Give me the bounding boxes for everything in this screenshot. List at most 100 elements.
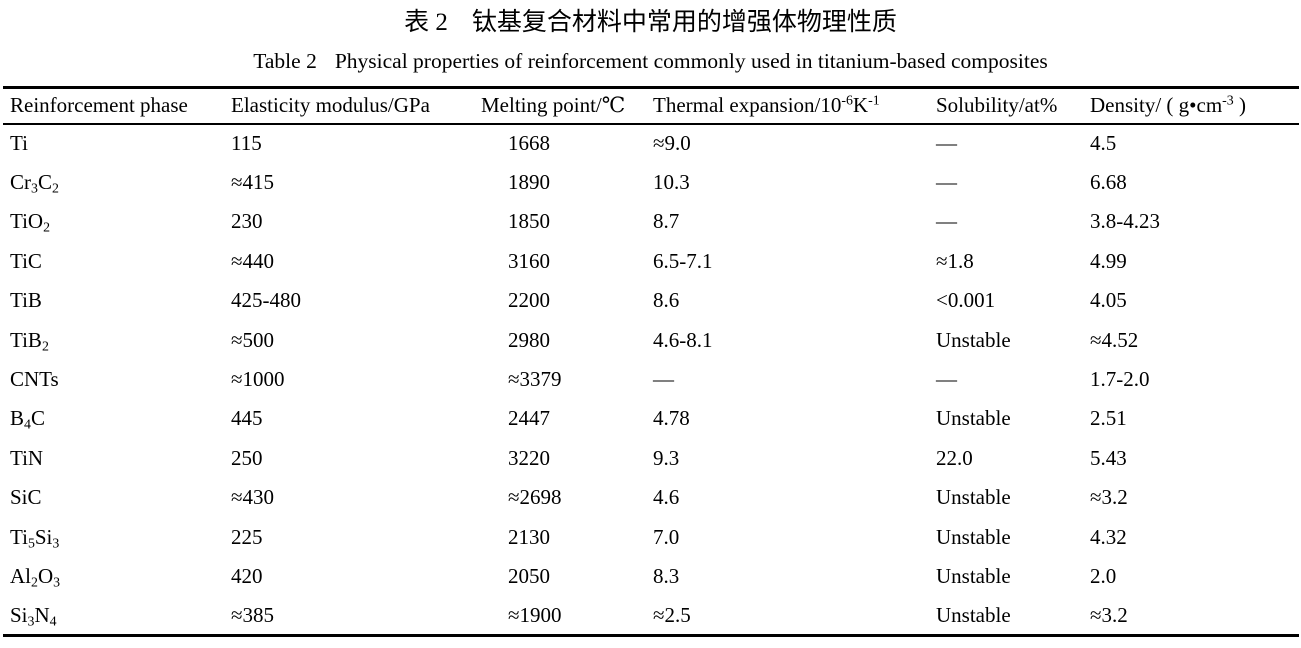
table-row: SiC ≈430 ≈2698 4.6 Unstable ≈3.2 [3,478,1299,517]
cell-melting: ≈3379 [508,367,562,392]
cell-solubility: Unstable [936,602,1011,627]
cell-density: 4.5 [1090,131,1117,156]
cell-thermal: 8.3 [653,563,680,588]
cell-density: 6.68 [1090,170,1127,195]
cell-solubility: ≈1.8 [936,248,974,273]
cell-density: 4.05 [1090,288,1127,313]
cell-solubility: — [936,170,957,195]
cell-density: ≈4.52 [1090,327,1139,352]
cell-solubility: Unstable [936,327,1011,352]
column-header-solubility: Solubility/at% [936,93,1058,118]
cell-melting: 3220 [508,445,550,470]
cell-melting: 3160 [508,248,550,273]
cell-thermal: — [653,367,674,392]
cell-density: 2.0 [1090,563,1117,588]
cell-thermal: 9.3 [653,445,680,470]
cell-phase: TiO2 [10,209,51,235]
cell-phase: Si3N4 [10,602,57,629]
cell-thermal: 4.6-8.1 [653,327,713,352]
cell-melting: ≈1900 [508,602,562,627]
header-row: Reinforcement phase Elasticity modulus/GP… [3,88,1299,124]
cell-melting: 2200 [508,288,550,313]
column-header-elasticity: Elasticity modulus/GPa [231,93,430,118]
cell-melting: ≈2698 [508,485,562,510]
cell-solubility: Unstable [936,563,1011,588]
table-row: Ti 115 1668 ≈9.0 — 4.5 [3,124,1299,163]
cell-melting: 2980 [508,327,550,352]
cell-thermal: 8.7 [653,209,680,234]
cell-density: ≈3.2 [1090,602,1128,627]
cell-density: 1.7-2.0 [1090,367,1150,392]
table-caption-zh-label: 表 2 [404,9,448,36]
cell-density: ≈3.2 [1090,485,1128,510]
cell-phase: TiN [10,445,44,470]
cell-elasticity: 225 [231,524,263,549]
table-caption-zh-title: 钛基复合材料中常用的增强体物理性质 [471,9,897,36]
table-caption-zh: 表 2 钛基复合材料中常用的增强体物理性质 [0,0,1301,41]
properties-table: Reinforcement phase Elasticity modulus/GP… [3,86,1299,638]
cell-melting: 1890 [508,170,550,195]
table-row: TiB2 ≈500 2980 4.6-8.1 Unstable ≈4.52 [3,320,1299,359]
cell-melting: 2447 [508,406,550,431]
table-row: Cr3C2 ≈415 1890 10.3 — 6.68 [3,163,1299,202]
column-header-density: Density/ ( g•cm-3 ) [1090,92,1246,118]
table-row: Ti5Si3 225 2130 7.0 Unstable 4.32 [3,517,1299,556]
cell-density: 5.43 [1090,445,1127,470]
table-row: TiC ≈440 3160 6.5-7.1 ≈1.8 4.99 [3,242,1299,281]
cell-thermal: ≈9.0 [653,131,691,156]
cell-density: 2.51 [1090,406,1127,431]
cell-solubility: <0.001 [936,288,996,313]
table-caption-en-title: Physical properties of reinforcement com… [334,49,1048,73]
cell-elasticity: ≈385 [231,602,275,627]
cell-solubility: — [936,367,957,392]
cell-solubility: Unstable [936,485,1011,510]
cell-solubility: — [936,209,957,234]
cell-phase: Ti [10,131,28,156]
cell-elasticity: 115 [231,131,262,156]
column-header-melting: Melting point/℃ [481,93,626,118]
cell-solubility: — [936,131,957,156]
cell-phase: B4C [10,406,45,432]
cell-elasticity: ≈415 [231,170,275,195]
cell-elasticity: 230 [231,209,263,234]
cell-melting: 2050 [508,563,550,588]
cell-solubility: Unstable [936,524,1011,549]
table-body: Ti 115 1668 ≈9.0 — 4.5 Cr3C2 ≈415 1890 10.3 — 6.68 T… [3,124,1299,636]
table-row: Al2O3 420 2050 8.3 Unstable 2.0 [3,557,1299,596]
cell-phase: TiB2 [10,327,49,354]
cell-phase: TiC [10,248,42,273]
cell-thermal: 8.6 [653,288,680,313]
cell-solubility: 22.0 [936,445,973,470]
cell-phase: TiB [10,288,42,313]
cell-phase: SiC [10,485,42,510]
cell-density: 4.99 [1090,248,1127,273]
table-row: CNTs ≈1000 ≈3379 — — 1.7-2.0 [3,360,1299,399]
cell-density: 4.32 [1090,524,1127,549]
table-caption-en-label: Table 2 [253,49,317,73]
cell-elasticity: 250 [231,445,263,470]
table-row: B4C 445 2447 4.78 Unstable 2.51 [3,399,1299,438]
table-row: TiB 425-480 2200 8.6 <0.001 4.05 [3,281,1299,320]
cell-phase: Ti5Si3 [10,524,60,551]
cell-elasticity: ≈500 [231,327,275,352]
cell-elasticity: 420 [231,563,263,588]
cell-elasticity: 445 [231,406,263,431]
cell-melting: 1668 [508,131,550,156]
cell-thermal: 4.6 [653,485,680,510]
cell-thermal: 10.3 [653,170,690,195]
cell-thermal: 7.0 [653,524,680,549]
column-header-phase: Reinforcement phase [10,93,188,118]
cell-elasticity: ≈440 [231,248,275,273]
table-caption-en: Table 2 Physical properties of reinforcem… [0,46,1301,76]
cell-elasticity: ≈1000 [231,367,285,392]
cell-melting: 1850 [508,209,550,234]
cell-thermal: ≈2.5 [653,602,691,627]
cell-elasticity: ≈430 [231,485,275,510]
cell-phase: Al2O3 [10,563,61,590]
table-row: TiN 250 3220 9.3 22.0 5.43 [3,439,1299,478]
cell-thermal: 4.78 [653,406,690,431]
cell-phase: CNTs [10,367,59,392]
cell-elasticity: 425-480 [231,288,301,313]
cell-melting: 2130 [508,524,550,549]
